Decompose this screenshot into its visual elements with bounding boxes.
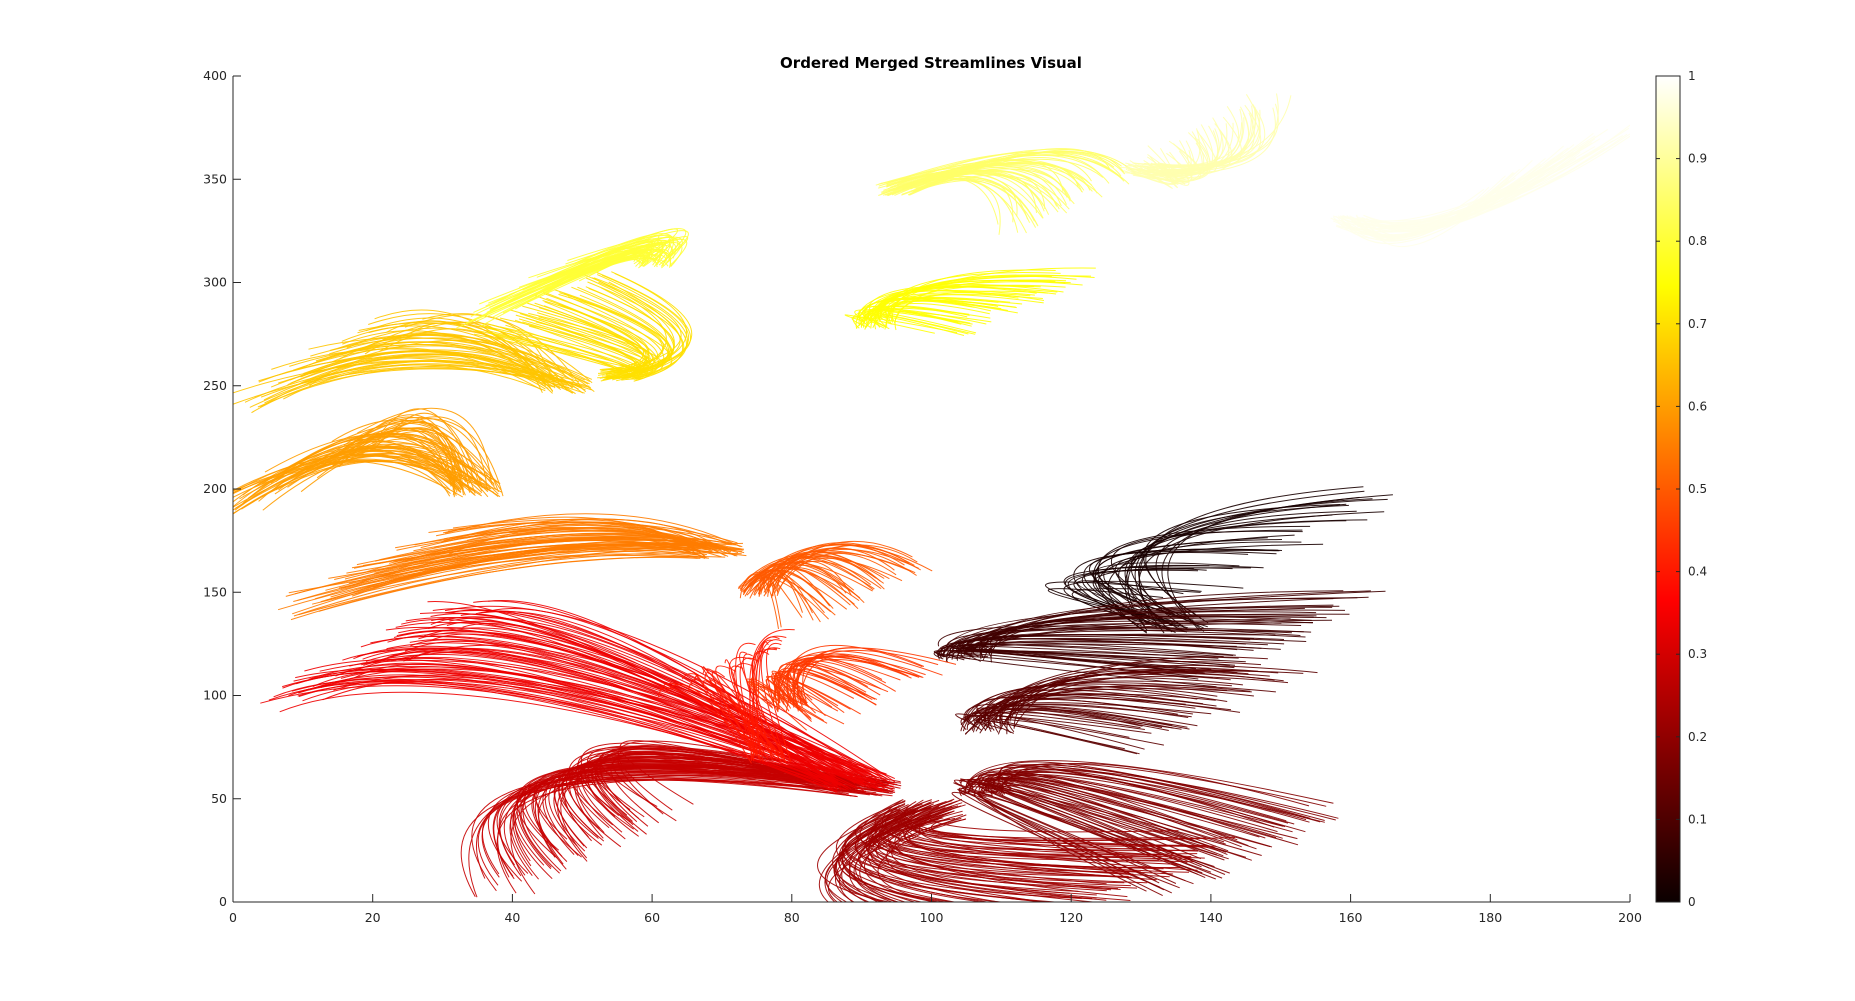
colorbar-tick-label: 0.3	[1688, 647, 1707, 661]
y-tick-label: 300	[203, 275, 227, 290]
x-tick-label: 40	[504, 910, 520, 925]
chart-title: Ordered Merged Streamlines Visual	[780, 54, 1082, 72]
colorbar-tick-label: 0.8	[1688, 234, 1707, 248]
x-tick-label: 140	[1199, 910, 1223, 925]
streamline	[1357, 124, 1631, 228]
colorbar-tick-label: 0.9	[1688, 152, 1707, 166]
x-tick-label: 160	[1339, 910, 1363, 925]
colorbar-tick-label: 1	[1688, 69, 1696, 83]
y-tick-label: 100	[203, 688, 227, 703]
colorbar-tick-label: 0.6	[1688, 399, 1707, 413]
colorbar-tick-label: 0.5	[1688, 482, 1707, 496]
colorbar-tick-label: 0.1	[1688, 812, 1707, 826]
streamline-bundle	[845, 268, 1096, 335]
streamline	[1147, 95, 1291, 167]
x-tick-label: 200	[1618, 910, 1642, 925]
streamline-bundle	[876, 148, 1137, 234]
x-tick-label: 120	[1059, 910, 1083, 925]
x-tick-label: 80	[784, 910, 800, 925]
y-axis: 0 50 100 150 200 250 300 350 400	[203, 68, 241, 909]
x-tick-label: 100	[920, 910, 944, 925]
streamline-bundle	[956, 657, 1318, 754]
y-tick-label: 350	[203, 171, 227, 186]
colorbar: 0 0.1 0.2 0.3 0.4 0.5 0.6 0.7 0.8 0.9 1	[1656, 69, 1707, 909]
streamline-bundle	[747, 645, 956, 730]
y-tick-label: 0	[219, 894, 227, 909]
x-tick-label: 20	[365, 910, 381, 925]
y-tick-label: 200	[203, 481, 227, 496]
streamline	[743, 578, 828, 619]
streamline-bundle	[1331, 124, 1638, 246]
streamline-bundle	[278, 514, 746, 620]
colorbar-tick-label: 0.2	[1688, 730, 1707, 744]
streamline-bundle	[180, 408, 503, 524]
streamline-bundle	[1121, 94, 1291, 189]
y-ticks: 0 50 100 150 200 250 300 350 400	[203, 68, 241, 909]
x-tick-label: 180	[1478, 910, 1502, 925]
y-tick-label: 250	[203, 378, 227, 393]
streamlines-layer	[180, 94, 1638, 951]
y-tick-label: 400	[203, 68, 227, 83]
streamline	[1366, 134, 1627, 229]
colorbar-tick-label: 0	[1688, 895, 1696, 909]
streamline-bundle	[738, 541, 932, 628]
y-tick-label: 150	[203, 584, 227, 599]
streamline	[497, 780, 892, 893]
x-tick-label: 60	[644, 910, 660, 925]
colorbar-tick-label: 0.4	[1688, 565, 1707, 579]
x-tick-label: 0	[229, 910, 237, 925]
streamline	[461, 779, 876, 896]
y-tick-label: 50	[211, 791, 227, 806]
streamline	[422, 314, 582, 389]
colorbar-tick-label: 0.7	[1688, 317, 1707, 331]
